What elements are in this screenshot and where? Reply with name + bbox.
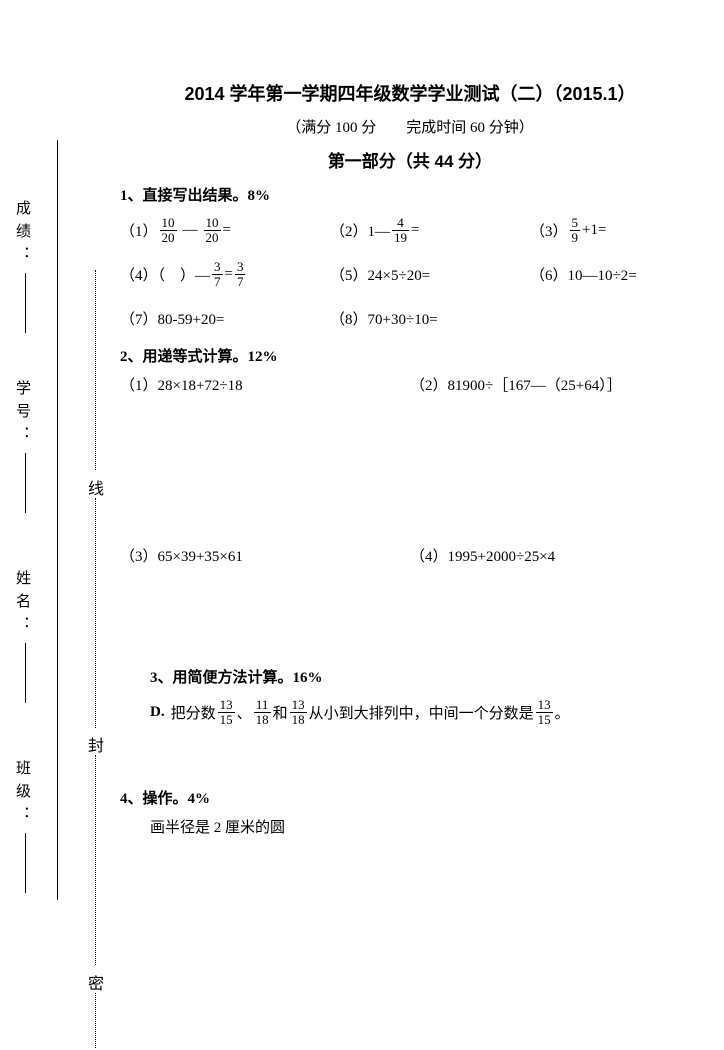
s2-q2: （2）81900÷［167—（25+64）］ bbox=[410, 374, 700, 395]
name-label-text: 姓名： bbox=[14, 570, 30, 639]
s1-q5: （5）24×5÷20= bbox=[330, 264, 530, 285]
s1-q4: （4）（ ）— 37 = 37 bbox=[120, 260, 330, 288]
s1-q1-label: （1） bbox=[120, 220, 158, 241]
s3-d: D. 把分数 1315 、 1118 和 1318 从小到大排列中，中间一个分数… bbox=[150, 695, 700, 729]
seal-column: 线 封 密 bbox=[88, 270, 108, 1050]
class-label-text: 班级： bbox=[14, 760, 30, 829]
s2-q3: （3）65×39+35×61 bbox=[120, 545, 410, 566]
s1-q3-label: （3） bbox=[530, 220, 568, 241]
s1-q8: （8）70+30÷10= bbox=[330, 308, 438, 329]
s1-q4-label: （4）（ ）— bbox=[120, 264, 210, 285]
fraction: 59 bbox=[570, 216, 581, 244]
part-title: 第一部分（共 44 分） bbox=[120, 147, 700, 172]
page-subtitle: （满分 100 分 完成时间 60 分钟） bbox=[120, 116, 700, 137]
fraction: 37 bbox=[235, 260, 246, 288]
s1-row-3: （7）80-59+20= （8）70+30÷10= bbox=[120, 301, 700, 335]
dotline-2 bbox=[95, 498, 96, 728]
seal-xian: 线 bbox=[88, 475, 104, 499]
fraction: 1315 bbox=[536, 698, 553, 726]
dotline-1 bbox=[95, 270, 96, 470]
dotline-3 bbox=[95, 755, 96, 965]
section-3-head: 3、用简便方法计算。16% bbox=[150, 666, 700, 687]
s1-row-2: （4）（ ）— 37 = 37 （5）24×5÷20= （6）10—10÷2= bbox=[120, 257, 700, 291]
fraction: 1118 bbox=[254, 698, 271, 726]
page-title: 2014 学年第一学期四年级数学学业测试（二）（2015.1） bbox=[120, 80, 700, 106]
s2-row-2: （3）65×39+35×61 （4）1995+2000÷25×4 bbox=[120, 545, 700, 566]
score-label: 成绩： bbox=[12, 200, 33, 337]
section-1-head: 1、直接写出结果。8% bbox=[120, 184, 700, 205]
s1-q6: （6）10—10÷2= bbox=[530, 264, 637, 285]
s2-q1: （1）28×18+72÷18 bbox=[120, 374, 410, 395]
s1-q7: （7）80-59+20= bbox=[120, 308, 330, 329]
fraction: 1315 bbox=[218, 698, 235, 726]
class-label: 班级： bbox=[12, 760, 33, 897]
fraction: 37 bbox=[212, 260, 223, 288]
outer-line bbox=[48, 140, 65, 900]
fraction: 1020 bbox=[204, 216, 221, 244]
section-3: 3、用简便方法计算。16% D. 把分数 1315 、 1118 和 1318 … bbox=[150, 666, 700, 729]
content: 2014 学年第一学期四年级数学学业测试（二）（2015.1） （满分 100 … bbox=[120, 80, 700, 837]
seal-feng: 封 bbox=[88, 732, 104, 756]
score-label-text: 成绩： bbox=[14, 200, 30, 269]
number-label-text: 学号： bbox=[14, 380, 30, 449]
s1-q1: （1） 1020 — 1020 = bbox=[120, 216, 330, 244]
seal-mi: 密 bbox=[88, 970, 104, 994]
section-2-head: 2、用递等式计算。12% bbox=[120, 345, 700, 366]
sidebar: 班级： 姓名： 学号： 成绩： 线 封 密 bbox=[0, 140, 110, 900]
s1-q2: （2）1— 419 = bbox=[330, 216, 530, 244]
s1-q3: （3） 59 +1= bbox=[530, 216, 606, 244]
s4-text: 画半径是 2 厘米的圆 bbox=[150, 816, 700, 837]
fraction: 1318 bbox=[290, 698, 307, 726]
section-4-head: 4、操作。4% bbox=[120, 787, 700, 808]
name-label: 姓名： bbox=[12, 570, 33, 707]
dotline-4 bbox=[95, 993, 96, 1048]
s2-row-1: （1）28×18+72÷18 （2）81900÷［167—（25+64）］ bbox=[120, 374, 700, 395]
s1-row-1: （1） 1020 — 1020 = （2）1— 419 = （3） 59 +1= bbox=[120, 213, 700, 247]
number-label: 学号： bbox=[12, 380, 33, 517]
s2-q4: （4）1995+2000÷25×4 bbox=[410, 545, 700, 566]
fraction: 419 bbox=[392, 216, 409, 244]
s3-d-label: D. bbox=[150, 704, 165, 721]
s1-q2-label: （2）1— bbox=[330, 220, 390, 241]
fraction: 1020 bbox=[160, 216, 177, 244]
